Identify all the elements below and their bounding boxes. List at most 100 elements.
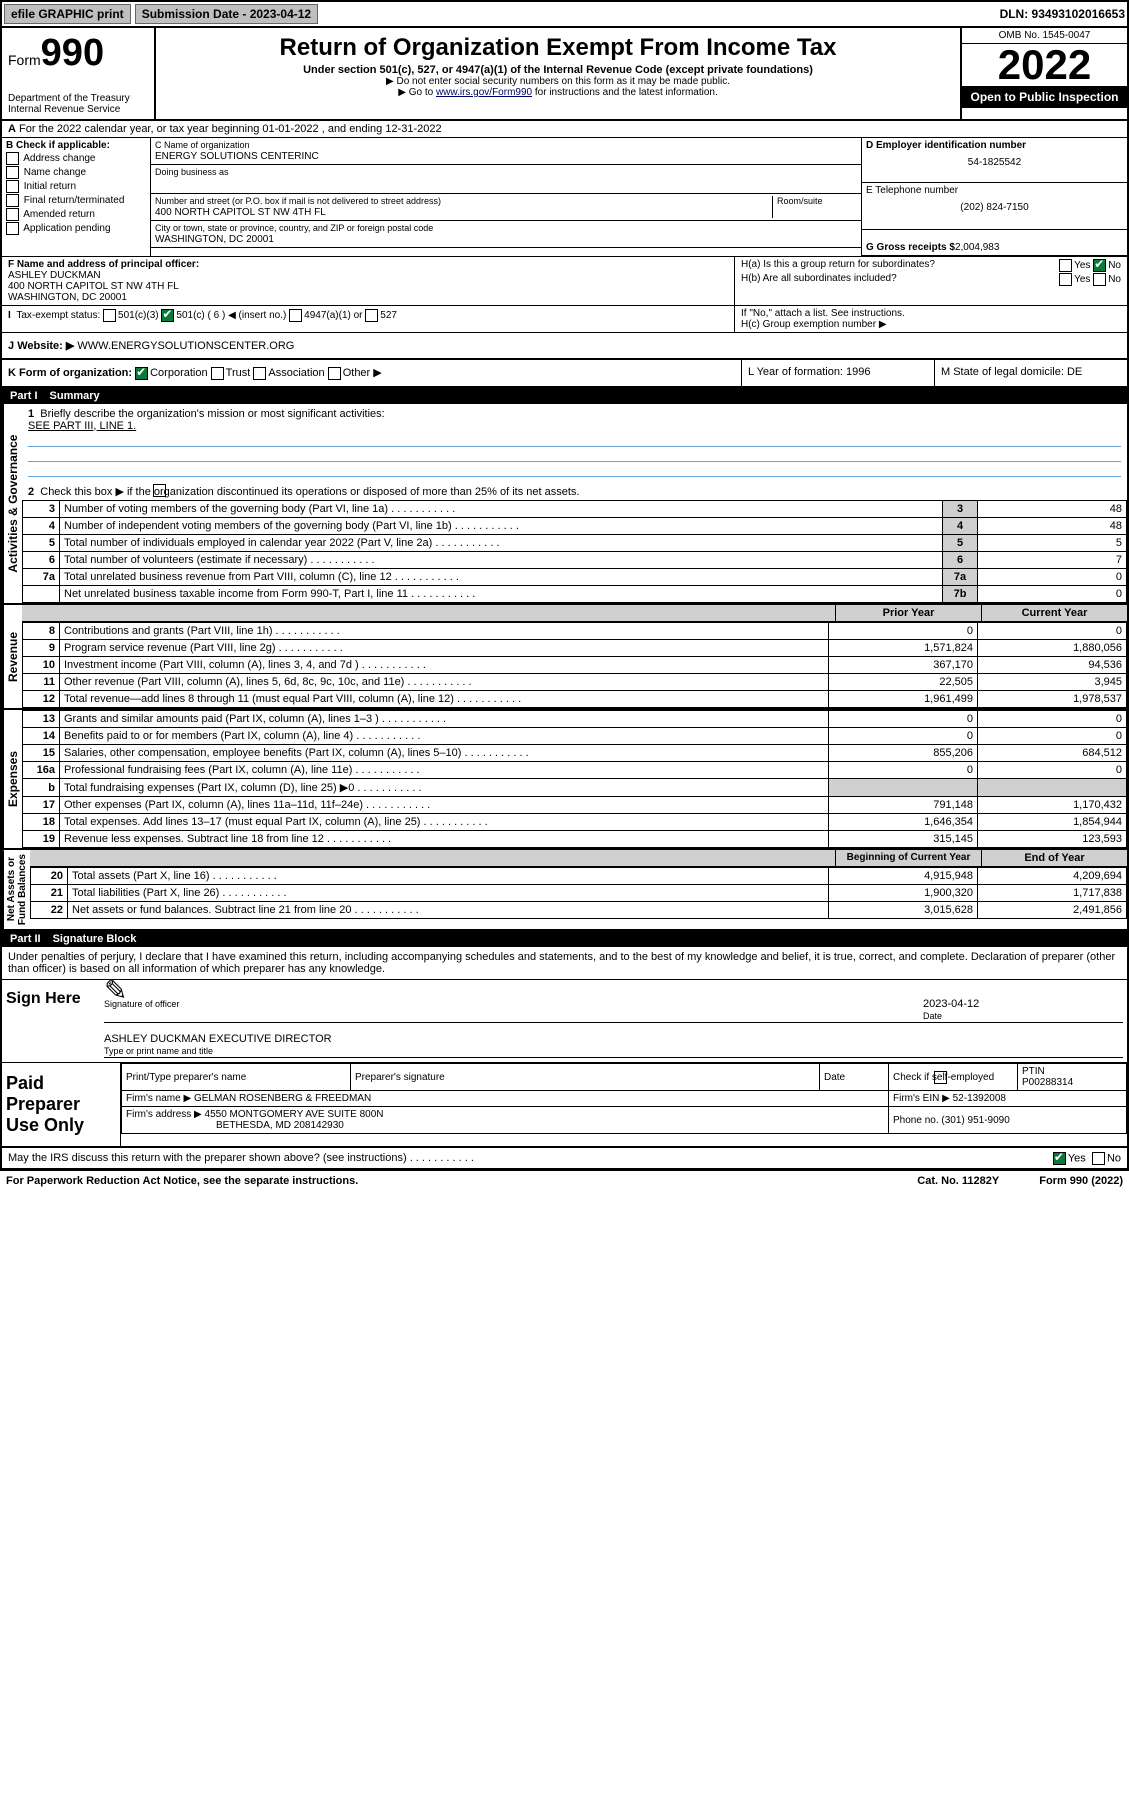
declaration: Under penalties of perjury, I declare th…	[2, 947, 1127, 979]
yes3: Yes	[1068, 1153, 1086, 1165]
form-org-label: K Form of organization:	[8, 367, 132, 379]
part1-hdr: Part ISummary	[2, 388, 1127, 404]
firm-name-label: Firm's name ▶	[126, 1093, 191, 1104]
officer-addr1: 400 NORTH CAPITOL ST NW 4TH FL	[8, 281, 179, 292]
cb-name-change[interactable]	[6, 166, 19, 179]
firm-name: GELMAN ROSENBERG & FREEDMAN	[194, 1093, 371, 1104]
room-label: Room/suite	[772, 196, 857, 218]
cb-final-return/terminated[interactable]	[6, 194, 19, 207]
discuss-no[interactable]	[1092, 1152, 1105, 1165]
cat-no: Cat. No. 11282Y	[917, 1175, 999, 1187]
hdr-curr: Current Year	[981, 605, 1127, 621]
irs-link[interactable]: www.irs.gov/Form990	[436, 87, 532, 98]
prep-sig-label: Preparer's signature	[351, 1064, 820, 1091]
cb-address-change[interactable]	[6, 152, 19, 165]
cb-501c[interactable]	[161, 309, 174, 322]
tel-label: E Telephone number	[866, 185, 958, 196]
form-header: Form990 Department of the Treasury Inter…	[2, 28, 1127, 121]
dept: Department of the Treasury Internal Reve…	[8, 93, 148, 115]
cb-trust[interactable]	[211, 367, 224, 380]
mission-text: SEE PART III, LINE 1.	[28, 420, 136, 432]
col-b-hdr: B Check if applicable:	[6, 140, 110, 151]
col-h: H(a) Is this a group return for subordin…	[735, 257, 1127, 305]
line1-label: Briefly describe the organization's miss…	[40, 408, 384, 420]
firm-ein: 52-1392008	[953, 1093, 1006, 1104]
typed-label: Type or print name and title	[104, 1046, 213, 1056]
officer-name: ASHLEY DUCKMAN	[8, 270, 101, 281]
preparer-table: Print/Type preparer's namePreparer's sig…	[121, 1063, 1127, 1134]
no3: No	[1107, 1153, 1121, 1165]
col-c: C Name of organizationENERGY SOLUTIONS C…	[151, 138, 862, 256]
cb-corp[interactable]	[135, 367, 148, 380]
date-label: Date	[923, 1011, 942, 1021]
subtitle: Under section 501(c), 527, or 4947(a)(1)…	[164, 64, 952, 76]
yes-label: Yes	[1074, 260, 1090, 271]
opt-corp: Corporation	[150, 367, 207, 379]
prep-name-label: Print/Type preparer's name	[122, 1064, 351, 1091]
row-i: I Tax-exempt status: 501(c)(3) 501(c) ( …	[2, 306, 735, 332]
col-f: F Name and address of principal officer:…	[2, 257, 735, 305]
hb-note: If "No," attach a list. See instructions…	[741, 308, 1121, 319]
footer: For Paperwork Reduction Act Notice, see …	[0, 1170, 1129, 1191]
ha-label: H(a) Is this a group return for subordin…	[741, 259, 935, 270]
typed-name: ASHLEY DUCKMAN EXECUTIVE DIRECTOR	[104, 1033, 332, 1045]
note1: ▶ Do not enter social security numbers o…	[164, 76, 952, 87]
prep-date-label: Date	[820, 1064, 889, 1091]
hb-yes[interactable]	[1059, 273, 1072, 286]
discuss-row: May the IRS discuss this return with the…	[2, 1148, 1127, 1168]
sign-here: Sign Here	[2, 980, 100, 1062]
cb-4947[interactable]	[289, 309, 302, 322]
website-url[interactable]: WWW.ENERGYSOLUTIONSCENTER.ORG	[74, 340, 294, 352]
tab-expenses: Expenses	[2, 710, 22, 848]
ha-no[interactable]	[1093, 259, 1106, 272]
net-table: 20Total assets (Part X, line 16)4,915,94…	[30, 867, 1127, 919]
cb-other[interactable]	[328, 367, 341, 380]
hb-no[interactable]	[1093, 273, 1106, 286]
form-number: 990	[41, 32, 104, 74]
opt-501c: 501(c) ( 6 ) ◀ (insert no.)	[176, 310, 286, 321]
cb-501c3[interactable]	[103, 309, 116, 322]
opt-501c3: 501(c)(3)	[118, 310, 159, 321]
cb-assoc[interactable]	[253, 367, 266, 380]
no-label2: No	[1108, 274, 1121, 285]
governance-table: 3Number of voting members of the governi…	[22, 500, 1127, 603]
firm-addr2: BETHESDA, MD 208142930	[216, 1120, 344, 1131]
cb-discontinued[interactable]	[153, 484, 166, 497]
ein-label: D Employer identification number	[866, 140, 1026, 151]
cb-527[interactable]	[365, 309, 378, 322]
row-a: A For the 2022 calendar year, or tax yea…	[2, 121, 1127, 138]
line2-label: Check this box ▶ if the organization dis…	[40, 486, 579, 498]
hb-label: H(b) Are all subordinates included?	[741, 273, 897, 284]
ein: 54-1825542	[866, 157, 1123, 168]
no-label: No	[1108, 260, 1121, 271]
telephone: (202) 824-7150	[866, 202, 1123, 213]
cb-amended-return[interactable]	[6, 208, 19, 221]
ha-yes[interactable]	[1059, 259, 1072, 272]
city-label: City or town, state or province, country…	[155, 223, 433, 233]
part1-num: Part I	[10, 390, 38, 402]
form-title: Return of Organization Exempt From Incom…	[164, 34, 952, 62]
cb-initial-return[interactable]	[6, 180, 19, 193]
street: 400 NORTH CAPITOL ST NW 4TH FL	[155, 207, 326, 218]
gross-label: G Gross receipts $	[866, 242, 955, 253]
efile-btn[interactable]: efile GRAPHIC print	[4, 4, 131, 24]
revenue-table: 8Contributions and grants (Part VIII, li…	[22, 622, 1127, 708]
row-k: K Form of organization: Corporation Trus…	[2, 360, 742, 386]
col-d: D Employer identification number 54-18255…	[862, 138, 1127, 256]
street-label: Number and street (or P.O. box if mail i…	[155, 196, 441, 206]
tab-governance: Activities & Governance	[2, 404, 22, 604]
phone: (301) 951-9090	[941, 1115, 1009, 1126]
cb-application-pending[interactable]	[6, 222, 19, 235]
sig-date: 2023-04-12	[923, 998, 979, 1010]
discuss-yes[interactable]	[1053, 1152, 1066, 1165]
form-ref: Form 990 (2022)	[1039, 1175, 1123, 1187]
part2-hdr: Part IISignature Block	[2, 931, 1127, 947]
paid-preparer: Paid Preparer Use Only	[2, 1063, 121, 1146]
hc-label: H(c) Group exemption number ▶	[741, 319, 1121, 330]
ptin: P00288314	[1022, 1077, 1073, 1088]
hdr-end: End of Year	[981, 850, 1127, 866]
tax-year-range: For the 2022 calendar year, or tax year …	[19, 123, 442, 135]
firm-addr-label: Firm's address ▶	[126, 1109, 202, 1120]
open-inspection: Open to Public Inspection	[962, 86, 1127, 108]
cb-self-emp[interactable]	[934, 1071, 947, 1084]
